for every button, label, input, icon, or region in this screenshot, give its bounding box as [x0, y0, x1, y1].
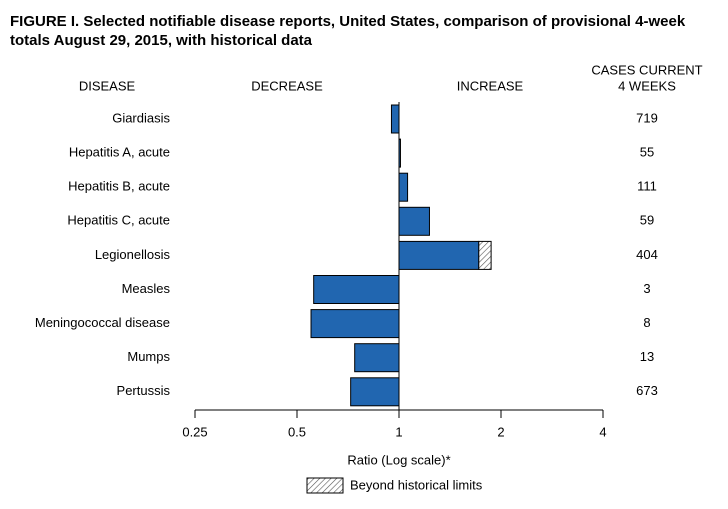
cases-value: 59	[640, 213, 654, 228]
x-tick-label: 1	[395, 424, 402, 439]
disease-label: Legionellosis	[95, 247, 171, 262]
cases-value: 13	[640, 349, 654, 364]
legend-swatch	[306, 477, 344, 494]
bar	[310, 309, 400, 339]
disease-label: Mumps	[127, 349, 170, 364]
x-tick-label: 2	[497, 424, 504, 439]
legend-label: Beyond historical limits	[350, 477, 483, 492]
disease-label: Hepatitis B, acute	[68, 179, 170, 194]
bar	[398, 206, 430, 236]
cases-value: 3	[643, 281, 650, 296]
header-disease: DISEASE	[79, 78, 136, 93]
cases-value: 404	[636, 247, 658, 262]
cases-value: 111	[637, 179, 657, 194]
chart-title: FIGURE I. Selected notifiable disease re…	[10, 13, 686, 49]
disease-label: Hepatitis C, acute	[67, 213, 170, 228]
x-axis-label: Ratio (Log scale)*	[347, 452, 450, 467]
bar	[354, 343, 400, 373]
disease-label: Meningococcal disease	[35, 315, 170, 330]
header-decrease: DECREASE	[251, 78, 323, 93]
header-cases: CASES CURRENT	[591, 62, 702, 77]
bar	[390, 104, 400, 134]
disease-label: Pertussis	[117, 383, 171, 398]
cases-value: 8	[643, 315, 650, 330]
x-tick-label: 0.5	[288, 424, 306, 439]
disease-label: Measles	[122, 281, 171, 296]
header-cases: 4 WEEKS	[618, 78, 676, 93]
cases-value: 673	[636, 383, 658, 398]
header-increase: INCREASE	[457, 78, 524, 93]
bar-beyond-limits	[478, 240, 492, 270]
x-tick-label: 0.25	[182, 424, 207, 439]
bar	[398, 172, 409, 202]
bar	[313, 275, 400, 304]
disease-label: Hepatitis A, acute	[69, 145, 170, 160]
bar	[398, 240, 480, 270]
cases-value: 719	[636, 110, 658, 125]
disease-label: Giardiasis	[112, 110, 170, 125]
cases-value: 55	[640, 145, 654, 160]
bar	[350, 377, 400, 407]
x-tick-label: 4	[599, 424, 606, 439]
